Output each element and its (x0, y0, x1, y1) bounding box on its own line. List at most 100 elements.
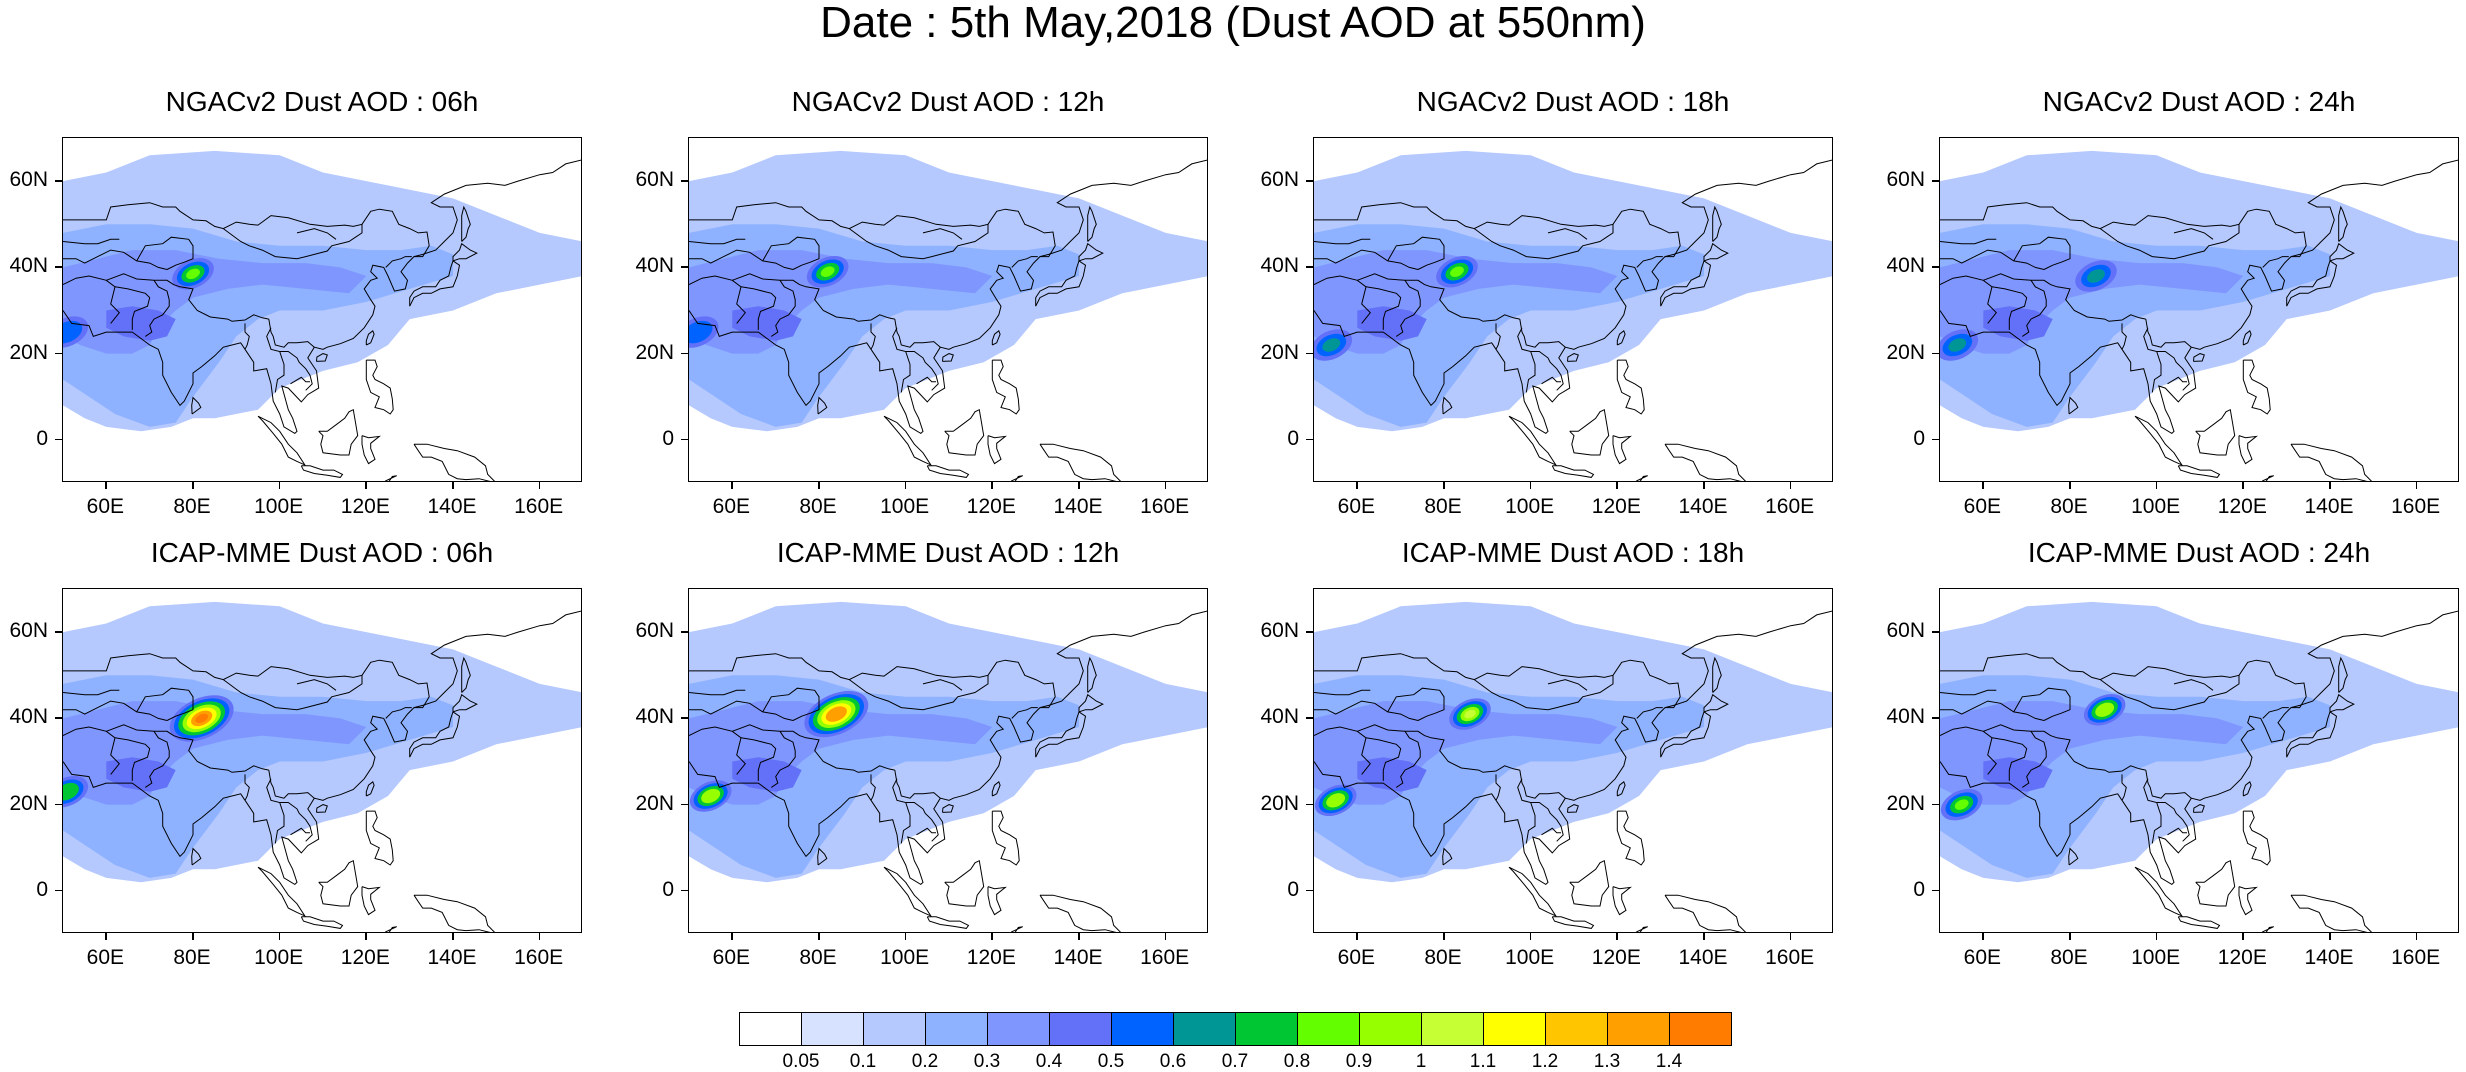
lat-tick (1306, 180, 1313, 182)
coastlines (1940, 610, 2458, 932)
dust-hotspot (169, 695, 234, 742)
colorbar-swatch (1359, 1012, 1422, 1046)
aod-field (63, 150, 581, 432)
map-panel: ICAP-MME Dust AOD : 24h 60N 40N 20N 0 60E 80E 1… (1877, 538, 2466, 983)
lon-tick (1078, 933, 1080, 940)
lat-tick (681, 266, 688, 268)
colorbar-swatch (1297, 1012, 1360, 1046)
lat-tick-label: 0 (36, 426, 48, 450)
colorbar-label: 0.05 (782, 1051, 820, 1072)
lat-tick (1932, 889, 1939, 892)
dust-hotspot (2083, 694, 2126, 726)
colorbar-swatch (739, 1012, 802, 1046)
map-frame (1939, 588, 2459, 933)
lat-tick (1306, 717, 1313, 719)
lon-tick-label: 160E (2391, 946, 2441, 969)
lon-tick-label: 120E (340, 946, 390, 969)
lat-tick (1932, 180, 1939, 182)
lat-tick (681, 717, 688, 719)
lon-tick-label: 100E (2131, 946, 2181, 969)
lon-tick-label: 80E (173, 946, 211, 969)
dust-hotspot (1436, 255, 1478, 288)
colorbar-label: 1.4 (1655, 1051, 1683, 1072)
lat-tick (1932, 352, 1939, 355)
lon-tick-label: 140E (1053, 946, 1103, 969)
lon-tick-label: 160E (514, 946, 564, 969)
lon-tick-label: 160E (1140, 946, 1190, 969)
lat-tick (681, 180, 688, 182)
lon-tick-label: 160E (1765, 495, 1815, 518)
colorbar-swatch (925, 1012, 988, 1046)
lon-tick (1703, 482, 1705, 489)
lon-tick-label: 140E (1678, 946, 1728, 969)
lon-tick (452, 482, 454, 489)
lon-tick (365, 933, 367, 940)
lon-tick (1356, 933, 1358, 940)
colorbar-swatch (1421, 1012, 1484, 1046)
map-canvas (63, 601, 581, 932)
lon-tick (1078, 482, 1080, 489)
lon-tick (1982, 933, 1984, 940)
lat-tick (1306, 266, 1313, 268)
lon-tick (818, 482, 820, 489)
lat-tick (1932, 266, 1939, 268)
lon-tick-label: 120E (2217, 495, 2267, 518)
colorbar-swatch (1235, 1012, 1298, 1046)
lat-tick (1932, 803, 1939, 806)
lon-tick-label: 160E (514, 495, 564, 518)
lon-tick-label: 60E (86, 495, 125, 518)
map-panel: ICAP-MME Dust AOD : 06h 60N 40N 20N 0 60E 80E 1… (0, 538, 590, 983)
colorbar-swatch (1607, 1012, 1670, 1046)
lon-tick-label: 140E (427, 946, 477, 969)
lon-tick-label: 140E (1678, 495, 1728, 518)
lat-tick-label: 20N (1260, 791, 1299, 815)
lat-tick-label: 20N (635, 791, 674, 815)
lon-tick (365, 482, 367, 489)
colorbar-label: 1.1 (1469, 1051, 1497, 1072)
lon-tick-label: 100E (880, 946, 930, 969)
map-frame (1313, 137, 1833, 482)
lon-tick (278, 933, 281, 940)
map-frame (688, 588, 1208, 933)
lon-tick-label: 100E (1505, 946, 1555, 969)
lon-tick-label: 100E (1505, 495, 1555, 518)
lon-tick-label: 120E (340, 495, 390, 518)
lat-tick (681, 631, 688, 633)
lat-tick (55, 438, 62, 441)
dust-hotspot (63, 775, 89, 808)
map-canvas (1940, 601, 2458, 932)
dust-hotspot (1449, 698, 1491, 730)
coastlines (63, 159, 581, 481)
lon-tick (904, 933, 907, 940)
aod-field (1940, 601, 2458, 883)
colorbar-label: 0.8 (1283, 1051, 1311, 1072)
lat-tick (1932, 438, 1939, 441)
lon-tick-label: 160E (1765, 946, 1815, 969)
lon-tick (1443, 482, 1445, 489)
lon-tick-label: 80E (1424, 946, 1462, 969)
lon-tick-label: 160E (1140, 495, 1190, 518)
aod-field (689, 601, 1207, 883)
lon-tick-label: 120E (1591, 946, 1641, 969)
lat-tick (681, 803, 688, 806)
lat-tick (1932, 631, 1939, 633)
lat-tick-label: 0 (1913, 426, 1925, 450)
colorbar-swatch (1111, 1012, 1174, 1046)
panel-title: NGACv2 Dust AOD : 18h (1416, 86, 1730, 117)
map-frame (62, 588, 582, 933)
lat-tick-label: 40N (1886, 254, 1925, 278)
lat-tick-label: 60N (9, 168, 48, 192)
lat-tick (1932, 717, 1939, 719)
lon-tick-label: 120E (966, 946, 1016, 969)
map-panel: NGACv2 Dust AOD : 24h 60N 40N 20N 0 60E 80E 100… (1877, 87, 2466, 532)
panel-title: NGACv2 Dust AOD : 12h (791, 86, 1105, 117)
lon-tick-label: 140E (2304, 495, 2354, 518)
map-panel: ICAP-MME Dust AOD : 12h 60N 40N 20N 0 60E 80E 1… (626, 538, 1216, 983)
lon-tick-label: 80E (173, 495, 211, 518)
lon-tick-label: 120E (2217, 946, 2267, 969)
map-panel: NGACv2 Dust AOD : 12h 60N 40N 20N 0 60E 80E 100… (626, 87, 1216, 532)
map-frame (62, 137, 582, 482)
dust-hotspot (2075, 260, 2117, 292)
lat-tick (1306, 352, 1313, 355)
dust-hotspot (1940, 329, 1979, 361)
